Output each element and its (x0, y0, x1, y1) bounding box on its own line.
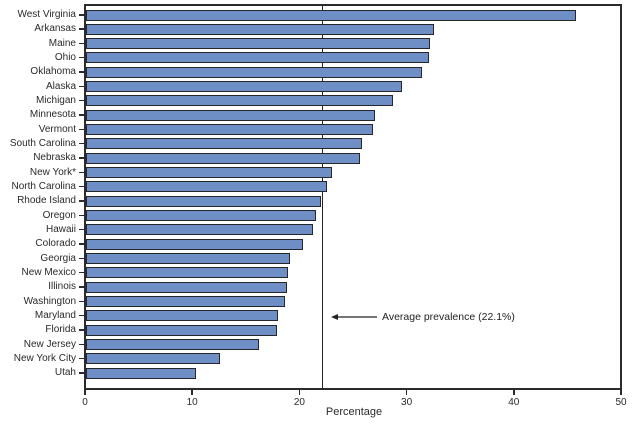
bar (86, 181, 328, 193)
y-tick (79, 357, 84, 360)
y-tick (79, 228, 84, 231)
bar (86, 281, 287, 293)
y-axis-label: Alaska (45, 80, 76, 92)
y-tick (79, 286, 84, 288)
bar (86, 195, 321, 207)
x-tick-label: 40 (508, 397, 520, 408)
bar (86, 324, 278, 336)
bar (86, 66, 423, 78)
bar (86, 238, 303, 250)
y-tick (79, 42, 84, 45)
bar (86, 253, 290, 265)
y-tick (79, 28, 84, 30)
y-axis-label: Illinois (48, 281, 76, 293)
y-tick (79, 214, 84, 217)
x-axis-title: Percentage (325, 406, 383, 418)
y-tick (79, 200, 84, 202)
y-tick (79, 329, 84, 331)
y-axis-label: Minnesota (29, 109, 76, 121)
y-tick (79, 372, 84, 374)
y-axis-label: Hawaii (45, 223, 76, 235)
y-tick (79, 142, 84, 145)
bar (86, 353, 220, 365)
bar (86, 296, 285, 308)
bar (86, 152, 361, 164)
y-tick (79, 314, 84, 317)
x-tick (513, 390, 515, 395)
bar (86, 124, 374, 136)
y-tick (79, 128, 84, 131)
y-axis-label: Ohio (54, 51, 76, 63)
y-axis-label: New Mexico (21, 266, 76, 278)
y-tick (79, 14, 84, 16)
y-tick (79, 300, 84, 303)
x-tick (405, 390, 408, 395)
y-axis-label: New Jersey (23, 338, 76, 350)
y-tick (79, 99, 84, 102)
y-tick (79, 243, 84, 245)
bar (86, 52, 429, 64)
bar (86, 138, 362, 150)
y-tick (79, 114, 84, 116)
bar (86, 95, 393, 107)
average-reference-line (322, 6, 324, 388)
bar (86, 339, 260, 351)
plot-area (84, 4, 622, 390)
bar (86, 81, 403, 93)
average-annotation: Average prevalence (22.1%) (331, 310, 515, 324)
bar (86, 167, 332, 179)
y-axis-label: Oklahoma (30, 66, 76, 78)
y-axis-label: Michigan (35, 94, 76, 106)
y-tick (79, 257, 84, 260)
y-tick (79, 185, 84, 188)
y-axis-label: Vermont (38, 123, 76, 135)
y-tick (79, 157, 84, 159)
x-tick-label: 10 (186, 397, 198, 408)
y-axis-label: Nebraska (33, 152, 76, 164)
y-axis-label: Rhode Island (17, 195, 76, 207)
bar (86, 23, 435, 35)
bar (86, 109, 376, 121)
y-axis-label: Maryland (34, 309, 76, 321)
y-axis-label: Washington (23, 295, 76, 307)
bar (86, 9, 577, 21)
y-tick (79, 71, 84, 73)
x-tick-label: 50 (615, 397, 627, 408)
x-tick (298, 390, 301, 395)
y-axis-label: Oregon (42, 209, 76, 221)
y-axis-label: Arkansas (34, 23, 76, 35)
bar (86, 310, 279, 322)
bar (86, 224, 314, 236)
y-axis-label: Colorado (35, 238, 76, 250)
x-tick (191, 390, 193, 395)
bar (86, 267, 288, 279)
y-axis-label: Florida (45, 324, 76, 336)
bar (86, 367, 196, 379)
left-arrow-icon (331, 314, 377, 320)
average-annotation-label: Average prevalence (22.1%) (382, 311, 515, 323)
x-tick (620, 390, 622, 395)
y-axis-label: New York City (13, 352, 76, 364)
y-axis-label: South Carolina (9, 137, 76, 149)
y-axis-label: Utah (54, 367, 76, 379)
y-tick (79, 343, 84, 346)
x-tick-label: 0 (82, 397, 88, 408)
bar (86, 38, 430, 50)
y-axis-label: West Virginia (17, 9, 76, 20)
bar (86, 210, 316, 222)
y-axis-label: Georgia (40, 252, 76, 264)
y-axis-label: North Carolina (11, 180, 76, 192)
y-axis-label: New York* (29, 166, 76, 178)
y-tick (79, 85, 84, 88)
y-tick (79, 271, 84, 274)
y-tick (79, 56, 84, 59)
x-tick-label: 20 (293, 397, 305, 408)
x-tick-label: 30 (401, 397, 413, 408)
x-tick (84, 390, 86, 395)
y-tick (79, 171, 84, 174)
y-axis-label: Maine (48, 37, 76, 49)
